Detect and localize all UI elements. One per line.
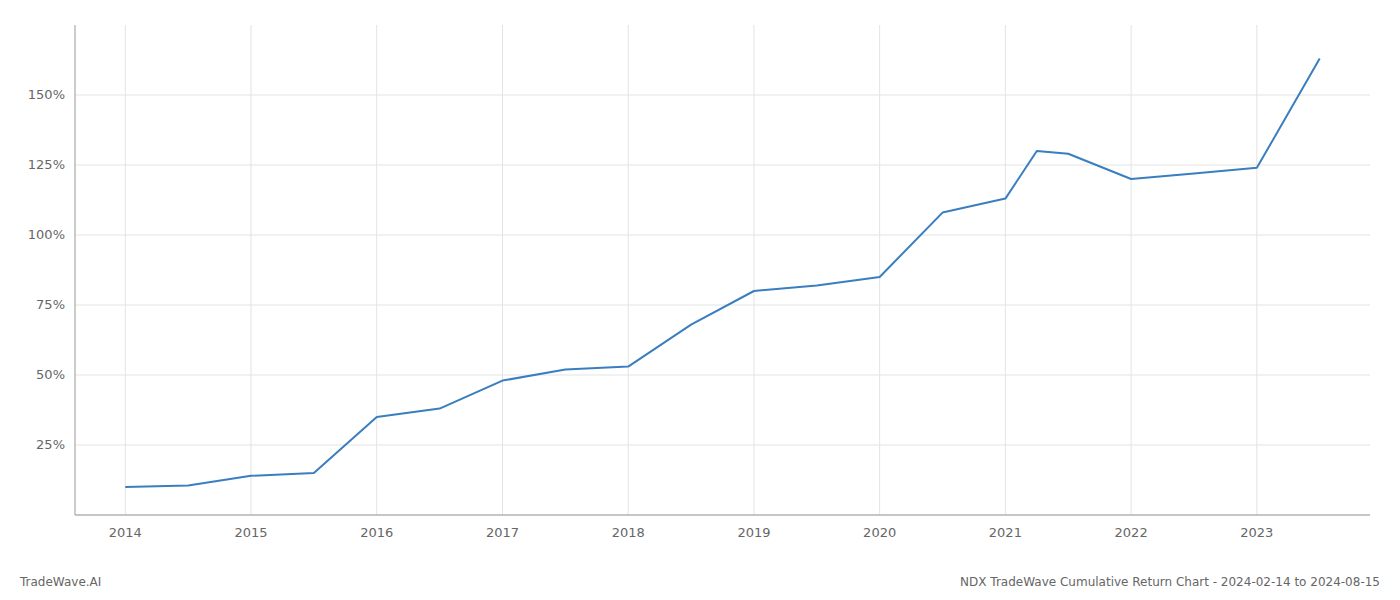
plot-area <box>125 59 1319 487</box>
x-tick-label: 2020 <box>863 525 896 540</box>
x-tick-label: 2018 <box>612 525 645 540</box>
x-tick-label: 2015 <box>234 525 267 540</box>
x-tick-label: 2014 <box>109 525 142 540</box>
y-grid-line <box>75 165 1370 166</box>
x-axis-line <box>75 515 1370 516</box>
x-grid-line <box>1131 25 1132 515</box>
y-tick-label: 25% <box>36 437 65 452</box>
y-tick-label: 150% <box>28 87 65 102</box>
y-tick-label: 75% <box>36 297 65 312</box>
axes: 25% 50% 75% 100% 125% 150% 2014 2015 2016 2017 201… <box>28 25 1370 540</box>
x-grid-line <box>1005 25 1006 515</box>
x-grid-line <box>879 25 880 515</box>
grid <box>75 25 1370 515</box>
x-tick-label: 2022 <box>1115 525 1148 540</box>
y-grid-line <box>75 305 1370 306</box>
x-grid-line <box>376 25 377 515</box>
x-tick-label: 2021 <box>989 525 1022 540</box>
title: NDX TradeWave Cumulative Return Chart - … <box>960 575 1380 589</box>
line <box>125 59 1319 487</box>
y-tick-label: 50% <box>36 367 65 382</box>
y-axis-line <box>75 25 76 515</box>
y-tick-label: 100% <box>28 227 65 242</box>
x-tick-label: 2016 <box>360 525 393 540</box>
y-grid-line <box>75 95 1370 96</box>
x-tick-label: 2017 <box>486 525 519 540</box>
y-grid-line <box>75 235 1370 236</box>
annotation: TradeWave.AI <box>19 575 101 589</box>
y-grid-line <box>75 375 1370 376</box>
x-tick-label: 2019 <box>737 525 770 540</box>
x-tick-label: 2023 <box>1240 525 1273 540</box>
x-grid-line <box>753 25 754 515</box>
y-grid-line <box>75 515 1370 516</box>
y-grid-line <box>75 445 1370 446</box>
x-grid-line <box>502 25 503 515</box>
x-grid-line <box>1256 25 1257 515</box>
x-grid-line <box>125 25 126 515</box>
chart: 25% 50% 75% 100% 125% 150% 2014 2015 2016 2017 201… <box>0 0 1400 600</box>
x-grid-line <box>251 25 252 515</box>
x-grid-line <box>628 25 629 515</box>
y-tick-label: 125% <box>28 157 65 172</box>
